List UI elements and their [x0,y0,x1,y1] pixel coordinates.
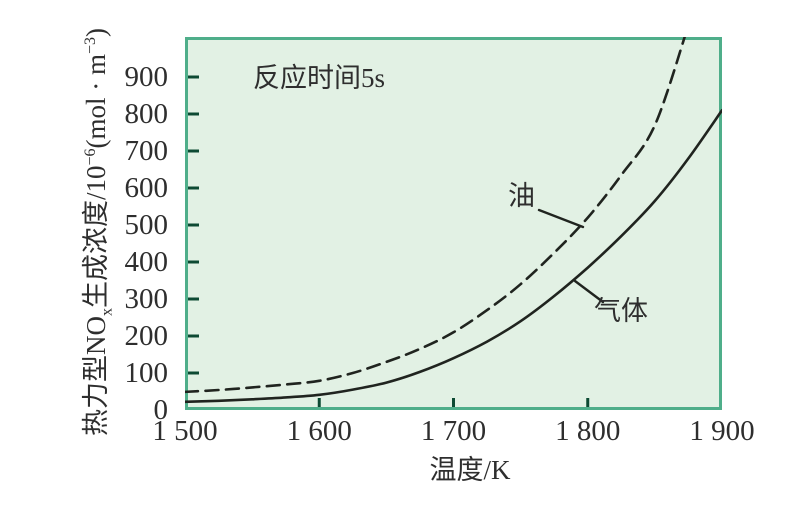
gas-curve-label: 气体 [594,296,648,326]
y-tick-label: 900 [124,61,169,93]
y-tick-label: 400 [124,246,169,278]
y-tick-label: 0 [153,394,169,426]
y-tick-label: 500 [124,209,169,241]
y-axis-title-text: 热力型NO [81,316,111,437]
x-tick-label: 1 500 [152,415,218,447]
y-axis-title-superscript: −3 [82,36,99,54]
y-axis-title-text: (mol · m [81,54,111,149]
y-tick-label: 600 [124,172,169,204]
x-tick-label: 1 700 [420,415,487,447]
x-tick-label: 1 800 [555,415,621,447]
reaction-time-annotation: 反应时间5s [253,63,386,93]
plot-border [185,37,722,410]
oil-curve [185,37,687,394]
y-tick-label: 200 [124,320,169,352]
curves [185,37,722,404]
y-tick-label: 100 [124,357,169,389]
oil-curve-label: 油 [508,181,535,211]
y-tick-label: 300 [124,283,169,315]
y-axis-title: 热力型NOx生成浓度/10−6(mol · m−3) [75,0,115,472]
y-axis-title-text: ) [81,27,111,37]
x-axis-title: 温度/K [429,455,511,485]
x-tick-label: 1 900 [689,415,755,447]
y-axis-title-superscript: −6 [82,148,99,166]
axis-tick-marks [188,75,590,407]
oil-leader-line [537,208,585,229]
plot-area: 反应时间5s 油 气体 [185,37,722,410]
y-tick-label: 700 [124,135,169,167]
y-tick-label: 800 [124,98,169,130]
y-axis-title-subscript: x [98,308,116,317]
y-axis-title-text: 生成浓度/10 [81,165,111,309]
x-tick-label: 1 600 [286,415,352,447]
gas-curve [185,109,722,404]
gas-leader-line [573,279,605,304]
plot-canvas [185,37,722,410]
